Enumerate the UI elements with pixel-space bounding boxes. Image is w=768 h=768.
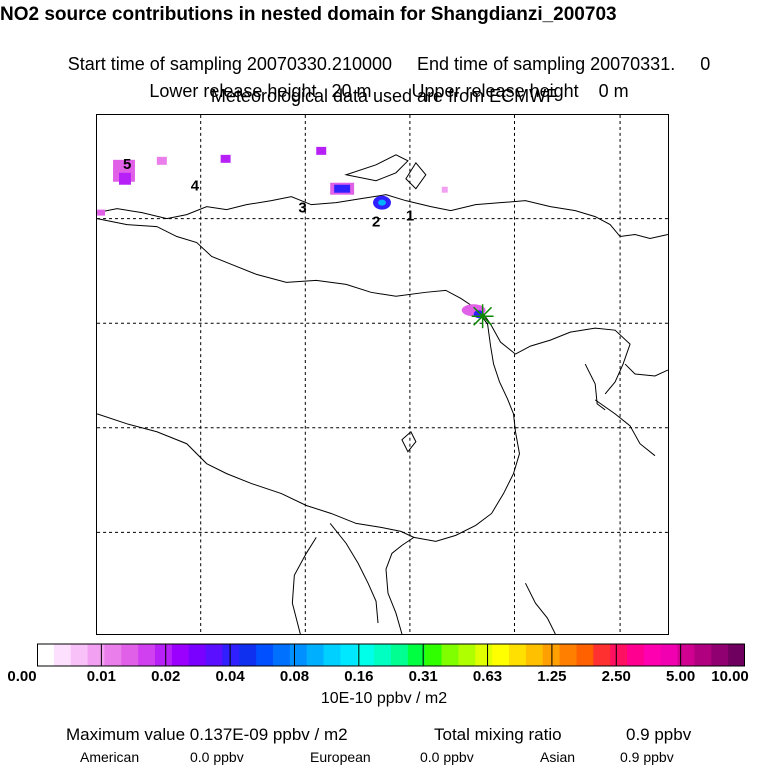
plume-patches	[97, 146, 486, 319]
colorbar-units: 10E-10 ppbv / m2	[320, 690, 448, 707]
colorbar-swatch	[593, 644, 611, 666]
colorbar-swatch	[188, 644, 207, 666]
colorbar-tick-label: 0.08	[279, 668, 310, 685]
colorbar-swatch	[171, 644, 190, 666]
colorbar-swatch	[256, 644, 274, 666]
colorbar-swatch	[643, 644, 662, 666]
colorbar-swatch	[391, 644, 409, 666]
colorbar-swatch	[138, 644, 156, 666]
colorbar-tick-label: 0.00	[7, 668, 37, 685]
colorbar-tick-label: 0.01	[86, 668, 116, 685]
station-marker	[471, 304, 494, 329]
colorbar-swatch	[542, 644, 561, 666]
colorbar-swatch	[610, 644, 628, 666]
colorbar-tick-label: 5.00	[666, 668, 696, 685]
colorbar-swatch	[323, 644, 341, 666]
colorbar-swatch	[205, 644, 223, 666]
colorbar-tick-label: 0.16	[344, 668, 374, 685]
total-mixing-label: Total mixing ratio	[434, 725, 562, 744]
colorbar-swatch	[87, 644, 105, 666]
colorbar-swatch	[222, 644, 240, 666]
sampling-times: Start time of sampling 20070330.210000 E…	[0, 33, 768, 75]
colorbar-swatch	[677, 644, 695, 666]
european-label: European	[310, 749, 371, 765]
colorbar-swatch	[357, 644, 375, 666]
map-label-2: 2	[372, 214, 380, 231]
asian-label: Asian	[540, 749, 576, 765]
colorbar-swatch	[475, 644, 493, 666]
colorbar-swatch	[121, 644, 139, 666]
total-mixing-value: 0.9 ppbv	[626, 725, 692, 744]
colorbar-swatch	[239, 644, 257, 666]
asian-value: 0.9 ppbv	[620, 749, 674, 765]
american-value: 0.0 ppbv	[190, 749, 244, 765]
colorbar-swatch	[711, 644, 729, 666]
colorbar-swatch	[509, 644, 527, 666]
colorbar-swatch	[694, 644, 712, 666]
plot-title: NO2 source contributions in nested domai…	[0, 4, 617, 25]
colorbar-swatch	[37, 644, 55, 666]
release-heights: Lower release height 20 m Upper release …	[0, 60, 768, 102]
colorbar-swatch	[374, 644, 392, 666]
colorbar-tick-label: 0.02	[151, 668, 181, 685]
colorbar-swatch	[70, 644, 89, 666]
colorbar-swatch	[728, 644, 745, 666]
colorbar-swatch	[441, 644, 459, 666]
map-label-5: 5	[123, 156, 131, 173]
upper-height-label: Upper release height 0 m	[411, 81, 629, 101]
colorbar-tick-label: 10.00	[711, 668, 749, 685]
colorbar-swatch	[627, 644, 645, 666]
colorbar-swatch	[559, 644, 577, 666]
american-label: American	[80, 749, 140, 765]
met-data-label: Meteorological data used are from ECMWF	[210, 86, 558, 106]
start-time-label: Start time of sampling 20070330.210000	[67, 54, 393, 74]
colorbar-swatch	[407, 644, 426, 666]
colorbar-swatch	[660, 644, 679, 666]
lower-height-label: Lower release height 20 m	[149, 81, 372, 101]
european-value: 0.0 ppbv	[420, 749, 474, 765]
colorbar-swatch	[458, 644, 476, 666]
colorbar-swatch	[289, 644, 308, 666]
colorbar-tick-label: 0.63	[472, 668, 503, 685]
grid-lines	[97, 115, 668, 634]
colorbar-swatch	[155, 644, 173, 666]
colorbar-tick-label: 1.25	[537, 668, 567, 685]
map-panel: 1 2 3 4 5	[96, 114, 669, 635]
max-value-label: Maximum value 0.137E-09 ppbv / m2	[66, 725, 348, 744]
colorbar-tick-label: 0.31	[408, 668, 438, 685]
map-label-3: 3	[298, 200, 306, 217]
map-label-1: 1	[406, 208, 414, 225]
colorbar-swatch	[492, 644, 510, 666]
colorbar-swatch	[340, 644, 358, 666]
colorbar-swatch	[104, 644, 122, 666]
end-time-label: End time of sampling 20070331. 0	[417, 54, 711, 74]
colorbar-swatch	[306, 644, 325, 666]
colorbar-swatch	[525, 644, 544, 666]
colorbar-swatch	[424, 644, 443, 666]
colorbar-swatch	[576, 644, 594, 666]
colorbar-tick-label: 0.04	[215, 668, 245, 685]
coastlines-borders	[97, 154, 668, 634]
colorbar-tick-label: 2.50	[601, 668, 631, 685]
map-label-4: 4	[191, 178, 200, 195]
colorbar-swatch	[53, 644, 72, 666]
colorbar	[37, 643, 745, 667]
colorbar-swatch	[273, 644, 291, 666]
